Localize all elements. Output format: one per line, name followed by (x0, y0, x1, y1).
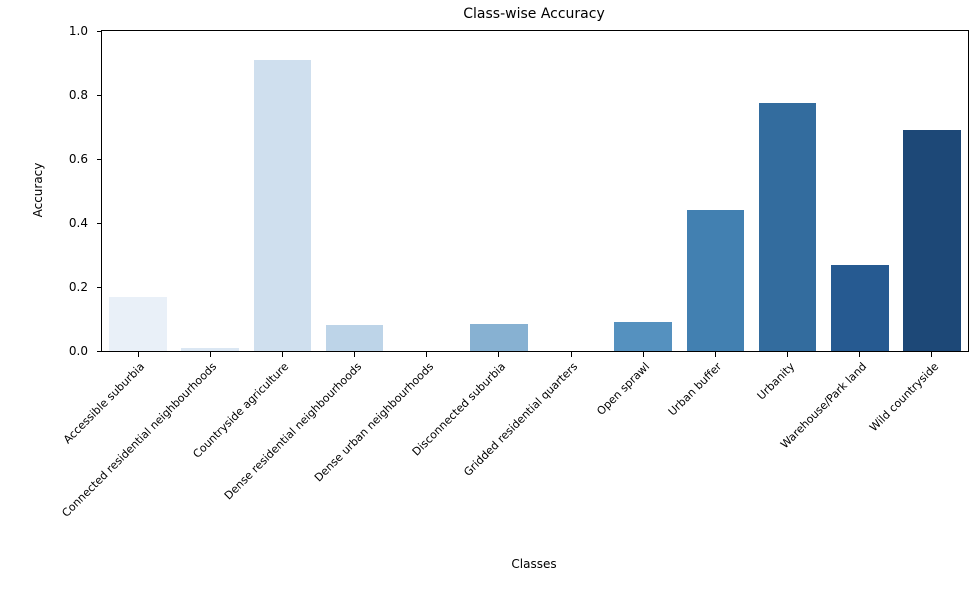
bar-countryside-agriculture (253, 59, 312, 351)
x-tick-mark (570, 352, 572, 357)
x-tick-mark (137, 352, 139, 357)
y-tick-label: 0.0 (68, 344, 88, 358)
y-tick-label: 0.6 (68, 152, 88, 166)
x-tick-mark (426, 352, 428, 357)
x-tick-mark (787, 352, 789, 357)
y-axis-label: Accuracy (31, 162, 45, 218)
y-tick-label: 1.0 (68, 24, 88, 38)
bar-urbanity (758, 103, 817, 351)
bar-open-sprawl (614, 322, 673, 351)
bar-wild-countryside (903, 130, 961, 351)
x-tick-label: Urbanity (754, 360, 797, 403)
y-tick-label: 0.4 (68, 216, 88, 230)
chart-title: Class-wise Accuracy (463, 6, 605, 22)
x-tick-mark (354, 352, 356, 357)
x-tick-label: Open sprawl (594, 360, 653, 418)
y-tick-mark (97, 30, 102, 32)
y-tick-mark (97, 222, 102, 224)
y-tick-label: 0.8 (68, 88, 88, 102)
bar-connected-residential-neighbourhoods (181, 347, 240, 351)
x-tick-label: Connected residential neighbourhoods (59, 360, 220, 520)
bar-urban-buffer (686, 210, 745, 351)
x-tick-label: Urban buffer (666, 360, 725, 419)
x-tick-mark (931, 352, 933, 357)
y-tick-mark (97, 94, 102, 96)
plot-area: 0.0 0.2 0.4 0.6 0.8 1.0 Accessible suburbia Con… (60, 24, 969, 520)
x-axis-label: Classes (511, 557, 557, 571)
x-tick-label: Accessible suburbia (61, 360, 148, 447)
bar-dense-residential-neighbourhoods (325, 325, 384, 351)
y-tick-label: 0.2 (68, 280, 88, 294)
x-tick-mark (714, 352, 716, 357)
y-tick-mark (97, 286, 102, 288)
bar-warehouse-park-land (830, 264, 889, 351)
x-tick-mark (859, 352, 861, 357)
bar-accessible-suburbia (109, 296, 167, 351)
x-tick-mark (281, 352, 283, 357)
x-tick-label: Wild countryside (866, 360, 942, 435)
x-tick-mark (498, 352, 500, 357)
bar-disconnected-suburbia (470, 323, 528, 351)
x-tick-label: Dense residential neighbourhoods (221, 360, 364, 503)
x-tick-mark (642, 352, 644, 357)
x-tick-mark (209, 352, 211, 357)
y-tick-mark (97, 158, 102, 160)
x-tick-label: Dense urban neighbourhoods (311, 360, 436, 485)
y-tick-mark (97, 350, 102, 352)
